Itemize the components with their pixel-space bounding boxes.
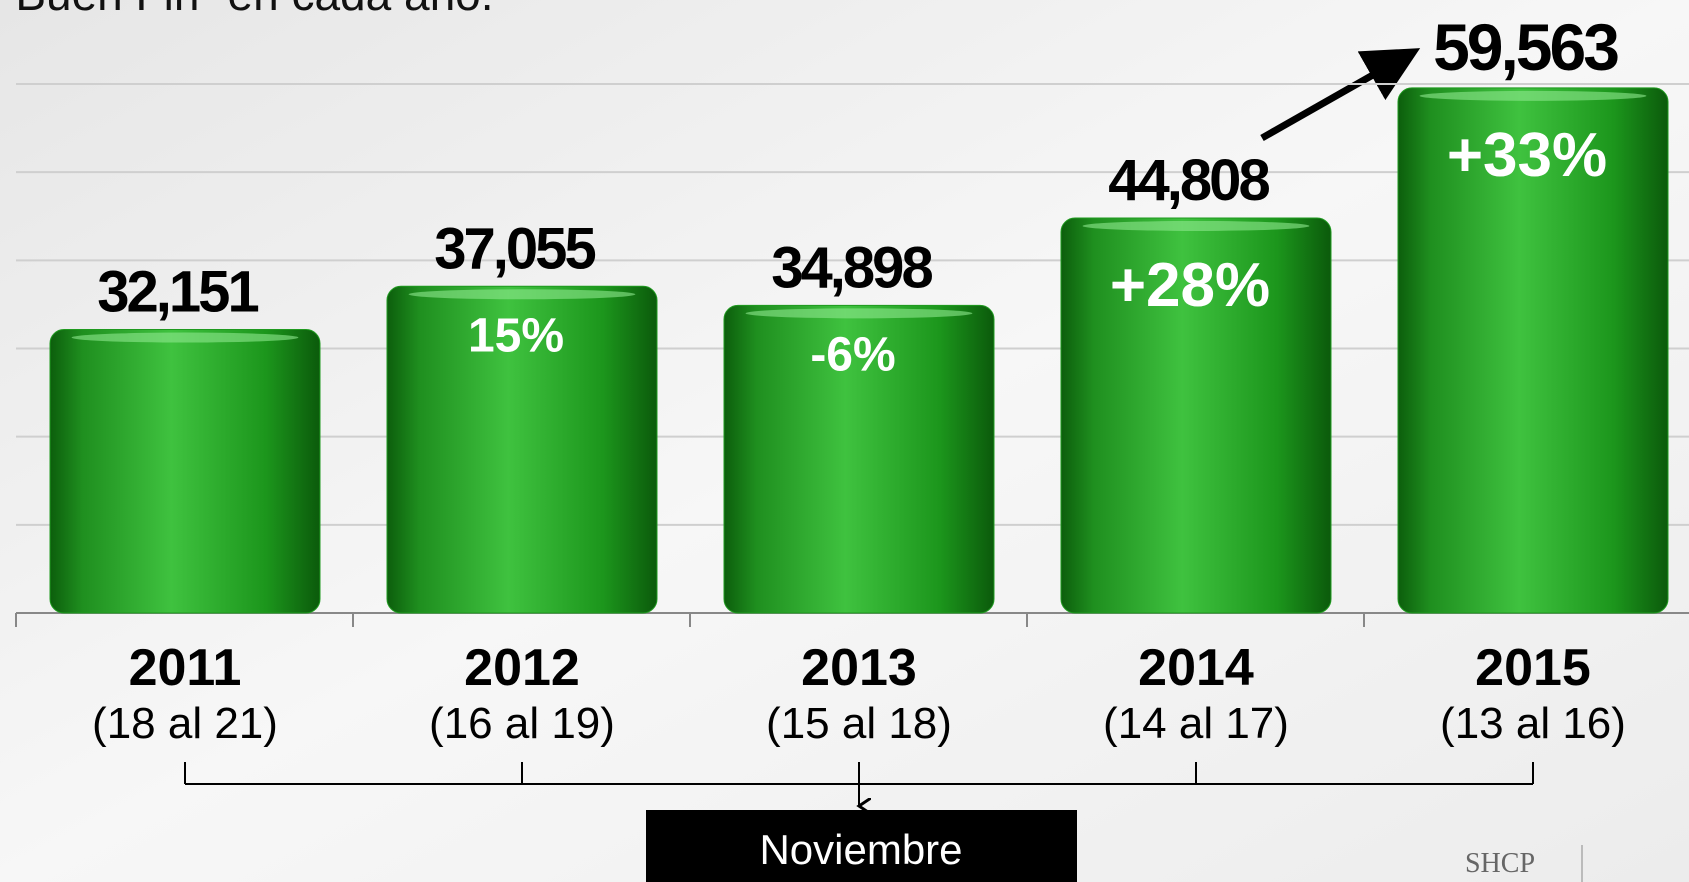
value-label: 32,151 — [97, 260, 258, 325]
x-tick-label: 2015 — [1475, 639, 1591, 697]
arrow — [1260, 48, 1421, 142]
value-label: 37,055 — [434, 216, 595, 281]
footer-label: Noviembre — [759, 826, 962, 873]
bar-highlight — [745, 308, 973, 319]
bar-highlight — [1419, 90, 1647, 101]
logo: SHCP — [1465, 848, 1535, 879]
bar — [723, 304, 995, 614]
x-tick-sublabel: (15 al 18) — [766, 699, 952, 748]
bar — [386, 285, 658, 614]
value-label: 34,898 — [771, 235, 932, 300]
chart-title: “Buen Fin” en cada año. — [0, 0, 494, 20]
change-label: +28% — [1110, 251, 1270, 320]
x-tick-label: 2012 — [464, 639, 580, 697]
bar — [1397, 87, 1669, 614]
change-label: 15% — [468, 309, 564, 362]
bar-highlight — [408, 289, 636, 300]
x-tick-sublabel: (18 al 21) — [92, 699, 278, 748]
value-label: 44,808 — [1108, 148, 1269, 213]
x-tick-sublabel: (13 al 16) — [1440, 699, 1626, 748]
bar — [49, 329, 321, 614]
bar-highlight — [71, 332, 299, 343]
x-tick-sublabel: (16 al 19) — [429, 699, 615, 748]
change-label: -6% — [810, 328, 895, 381]
change-label: +33% — [1447, 121, 1607, 190]
x-tick-label: 2013 — [801, 639, 917, 697]
bar-highlight — [1082, 220, 1310, 231]
footer-box — [646, 810, 1077, 882]
x-tick-sublabel: (14 al 17) — [1103, 699, 1289, 748]
value-label: 59,563 — [1433, 10, 1618, 84]
plot: 32,151 2011(18 al 21) 37,055 15% 2012(16 al … — [15, 10, 1689, 806]
bar — [1060, 217, 1332, 614]
x-tick-label: 2011 — [129, 639, 242, 697]
x-tick-label: 2014 — [1138, 639, 1254, 697]
